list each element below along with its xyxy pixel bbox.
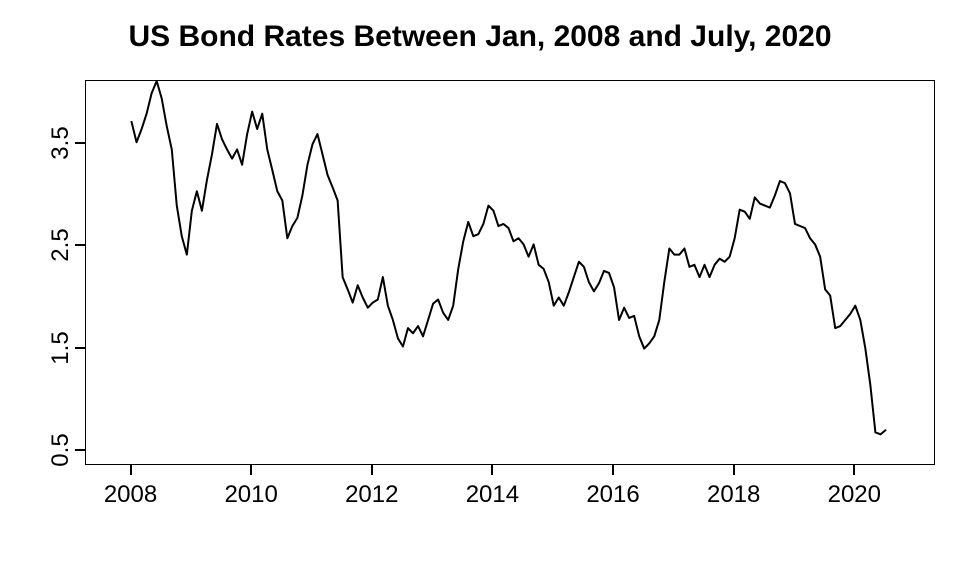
chart-title: US Bond Rates Between Jan, 2008 and July… <box>0 20 960 54</box>
x-tick-label: 2014 <box>466 481 519 509</box>
y-tick-label: 0.5 <box>47 420 75 480</box>
y-tick-label: 1.5 <box>47 318 75 378</box>
x-tick-label: 2020 <box>828 481 881 509</box>
x-tick-label: 2012 <box>345 481 398 509</box>
x-tick-mark <box>491 465 493 475</box>
x-tick-mark <box>250 465 252 475</box>
x-tick-label: 2018 <box>707 481 760 509</box>
data-line <box>132 81 886 434</box>
x-tick-label: 2010 <box>224 481 277 509</box>
y-tick-mark <box>75 142 85 144</box>
x-tick-mark <box>853 465 855 475</box>
y-tick-label: 3.5 <box>47 113 75 173</box>
x-tick-mark <box>612 465 614 475</box>
plot-area <box>85 80 935 465</box>
chart-container: US Bond Rates Between Jan, 2008 and July… <box>0 0 960 576</box>
y-tick-mark <box>75 347 85 349</box>
y-tick-mark <box>75 244 85 246</box>
x-tick-label: 2008 <box>104 481 157 509</box>
x-tick-label: 2016 <box>586 481 639 509</box>
y-tick-label: 2.5 <box>47 215 75 275</box>
x-tick-mark <box>733 465 735 475</box>
x-tick-mark <box>130 465 132 475</box>
x-tick-mark <box>371 465 373 475</box>
y-tick-mark <box>75 449 85 451</box>
line-series <box>86 81 936 466</box>
